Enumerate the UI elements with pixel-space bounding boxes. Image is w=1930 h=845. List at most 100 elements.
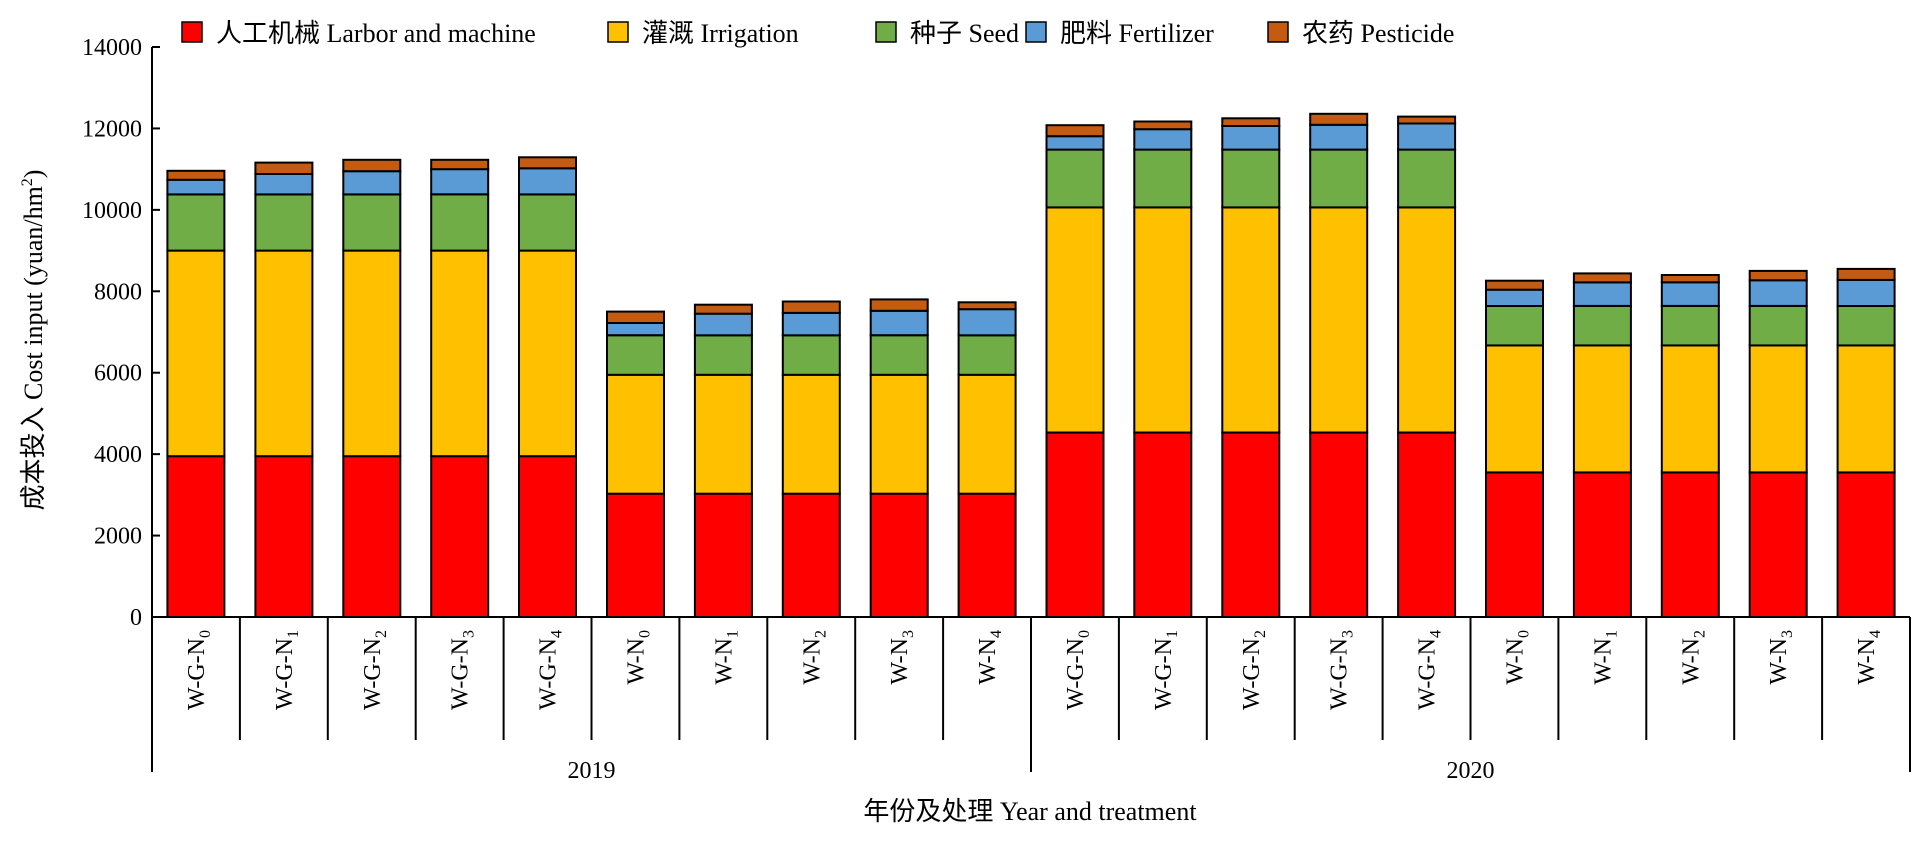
- bar-segment-3-9: [869, 334, 929, 376]
- bar-segment-4-16: [1485, 288, 1544, 308]
- bar-segment-2-14: [1309, 206, 1369, 434]
- bar-segment-3-19: [1748, 304, 1808, 347]
- x-tick-label: W-N1: [1590, 630, 1620, 685]
- bar-segment-4-8: [781, 311, 841, 337]
- bar-segment-1-5: [518, 455, 577, 619]
- x-tick-label: W-G-N1: [272, 630, 302, 710]
- x-tick-label: W-G-N2: [1239, 630, 1269, 710]
- x-tick-label: W-N2: [1678, 630, 1708, 685]
- legend-label: 肥料 Fertilizer: [1060, 19, 1214, 48]
- bar-segment-3-15: [1397, 148, 1457, 209]
- bar-segment-4-15: [1397, 122, 1457, 151]
- bar-segment-5-14: [1309, 112, 1369, 126]
- bar-segment-4-10: [957, 308, 1017, 337]
- bar-segment-4-12: [1133, 128, 1193, 151]
- bar-segment-5-19: [1748, 269, 1808, 282]
- bar-segment-1-13: [1221, 431, 1281, 618]
- bar-segment-5-5: [518, 156, 577, 170]
- x-tick-label: W-G-N0: [184, 630, 214, 710]
- bar-segment-3-16: [1485, 304, 1544, 347]
- x-tick-label: W-N4: [1854, 630, 1884, 685]
- bar-segment-1-12: [1133, 431, 1193, 618]
- bar-segment-2-1: [166, 249, 226, 458]
- bar-segment-1-3: [342, 455, 402, 619]
- bar-segment-3-2: [254, 193, 314, 252]
- bar-segment-2-11: [1045, 206, 1105, 434]
- y-axis-title: 成本投入 Cost input (yuan/hm2): [19, 170, 48, 511]
- y-tick-label: 2000: [94, 524, 142, 550]
- bar-segment-1-16: [1485, 471, 1544, 618]
- bar-segment-2-5: [518, 249, 577, 458]
- bar-segment-3-1: [166, 193, 226, 252]
- x-tick-label: W-G-N1: [1151, 630, 1181, 710]
- bar-segment-4-13: [1221, 125, 1281, 151]
- x-tick-label: W-G-N0: [1063, 630, 1093, 710]
- bar-segment-5-18: [1660, 274, 1720, 284]
- legend: 人工机械 Larbor and machine 灌溉 Irrigation 种子 S…: [181, 19, 1454, 48]
- bar-segment-2-18: [1660, 344, 1720, 474]
- legend-item-3: 种子 Seed: [875, 19, 1019, 48]
- bar-segment-1-11: [1045, 431, 1105, 618]
- bar-segment-2-13: [1221, 206, 1281, 434]
- bar-segment-1-1: [166, 455, 226, 619]
- legend-label: 农药 Pesticide: [1302, 19, 1454, 48]
- bar-segment-3-5: [518, 193, 577, 252]
- bar-segment-5-9: [869, 298, 929, 312]
- x-tick-label: W-N1: [711, 630, 741, 685]
- x-tick-label: W-N4: [975, 630, 1005, 685]
- bar-segment-3-13: [1221, 148, 1281, 209]
- bars: [166, 112, 1896, 619]
- bar-segment-2-12: [1133, 206, 1193, 434]
- y-tick-label: 12000: [82, 116, 142, 142]
- bar-segment-1-7: [693, 492, 753, 619]
- bar-segment-2-7: [693, 373, 753, 495]
- bar-segment-3-18: [1660, 304, 1720, 347]
- x-axis-title: 年份及处理 Year and treatment: [863, 797, 1197, 826]
- bar-segment-1-8: [781, 492, 841, 619]
- bar-segment-3-7: [693, 334, 753, 376]
- bar-segment-3-11: [1045, 148, 1105, 209]
- x-tick-label: W-N0: [624, 630, 654, 685]
- bar-segment-5-1: [166, 169, 226, 181]
- bar-segment-4-1: [166, 178, 226, 196]
- bar-segment-1-19: [1748, 471, 1808, 618]
- legend-label: 灌溉 Irrigation: [642, 19, 799, 48]
- bar-segment-4-4: [430, 168, 490, 196]
- bar-segment-4-5: [518, 167, 577, 196]
- group-label-2020: 2020: [1447, 758, 1495, 784]
- x-tick-label: W-N3: [1766, 630, 1796, 685]
- bar-segment-3-4: [430, 193, 490, 252]
- bar-segment-4-11: [1045, 135, 1105, 151]
- bar-segment-2-4: [430, 249, 490, 458]
- x-tick-label: W-N0: [1503, 630, 1533, 685]
- bar-segment-1-10: [957, 492, 1017, 619]
- bar-segment-2-20: [1836, 344, 1896, 474]
- bar-segment-5-16: [1485, 279, 1544, 291]
- x-tick-label: W-N2: [799, 630, 829, 685]
- legend-item-4: 肥料 Fertilizer: [1025, 19, 1214, 48]
- group-label-2019: 2019: [568, 758, 616, 784]
- legend-swatch: [1267, 21, 1289, 43]
- y-axis: 0 2000 4000 6000 8000 10000 12000 14000: [82, 35, 160, 631]
- bar-segment-1-18: [1660, 471, 1720, 618]
- legend-swatch: [607, 21, 629, 43]
- bar-segment-4-2: [254, 173, 314, 196]
- bar-segment-2-6: [606, 373, 665, 495]
- bar-segment-5-6: [606, 310, 665, 325]
- bar-segment-2-17: [1572, 344, 1632, 474]
- bar-segment-4-20: [1836, 278, 1896, 307]
- bar-segment-1-4: [430, 455, 490, 619]
- legend-label: 种子 Seed: [910, 19, 1019, 48]
- x-tick-label: W-N3: [887, 630, 917, 685]
- bar-segment-2-3: [342, 249, 402, 458]
- legend-item-2: 灌溉 Irrigation: [607, 19, 799, 48]
- bar-segment-2-10: [957, 373, 1017, 495]
- bar-segment-3-20: [1836, 304, 1896, 347]
- legend-label: 人工机械 Larbor and machine: [216, 19, 536, 48]
- bar-segment-5-17: [1572, 272, 1632, 284]
- bar-segment-4-9: [869, 309, 929, 337]
- legend-swatch: [1025, 21, 1047, 43]
- bar-segment-1-14: [1309, 431, 1369, 618]
